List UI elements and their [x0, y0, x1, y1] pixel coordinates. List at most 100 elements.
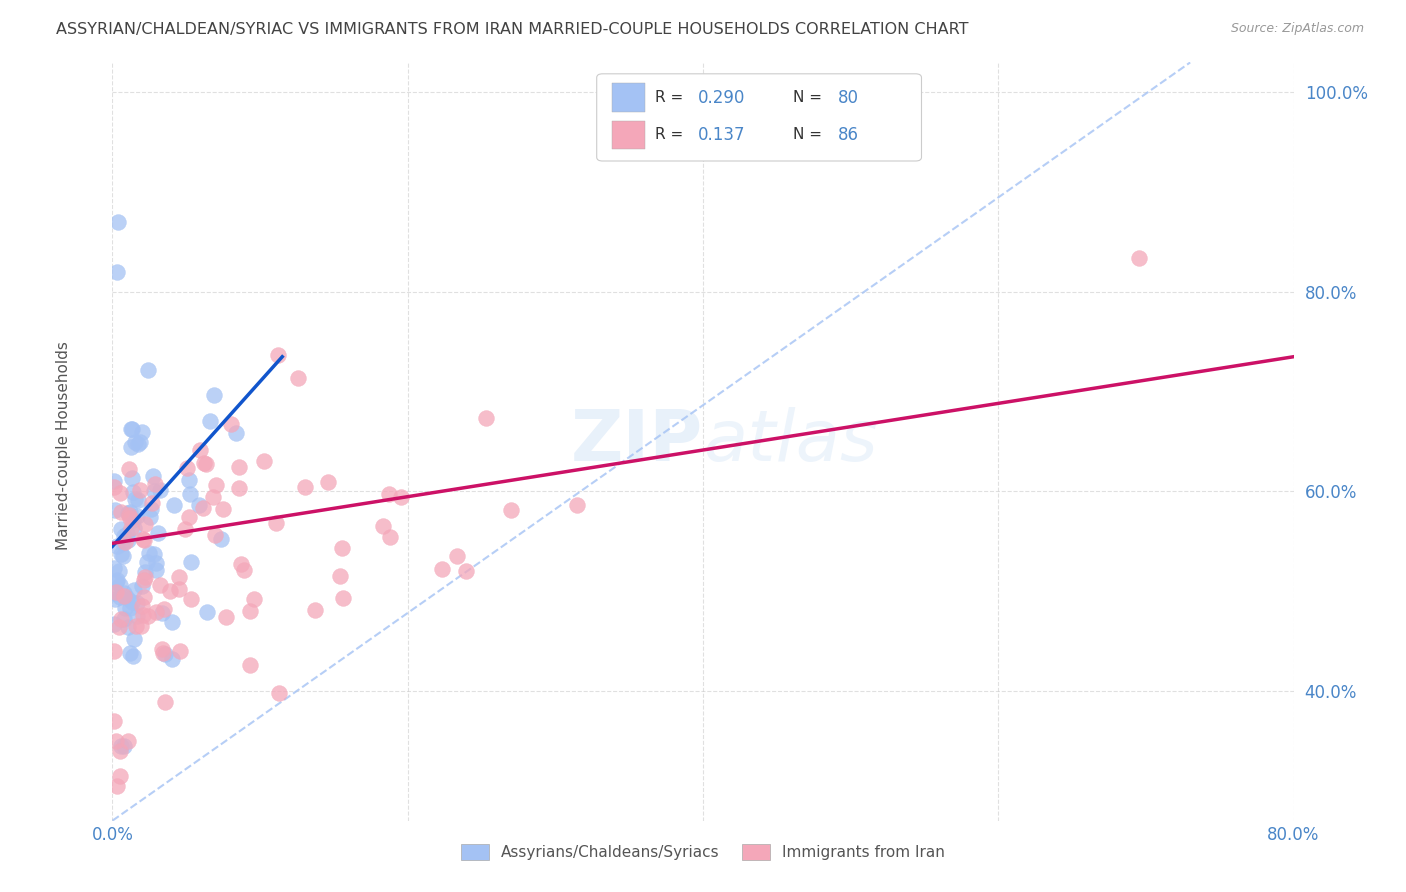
Point	[127, 493, 149, 508]
Point	[110, 522, 132, 536]
Point	[499, 503, 522, 517]
Text: 0.290: 0.290	[699, 88, 745, 106]
Point	[138, 546, 160, 560]
Point	[105, 585, 128, 599]
Point	[136, 555, 159, 569]
Point	[173, 522, 195, 536]
Point	[110, 744, 132, 758]
Point	[105, 540, 128, 554]
Point	[107, 215, 129, 229]
Point	[108, 590, 131, 604]
Point	[201, 491, 224, 505]
Point	[125, 619, 148, 633]
Point	[134, 570, 156, 584]
Point	[139, 509, 162, 524]
Point	[198, 414, 221, 428]
Point	[122, 484, 145, 499]
Text: atlas: atlas	[703, 407, 877, 476]
Point	[162, 652, 184, 666]
Point	[163, 498, 186, 512]
Point	[117, 533, 139, 548]
Point	[143, 477, 166, 491]
Point	[108, 564, 131, 578]
Point	[266, 516, 288, 530]
Point	[125, 509, 148, 524]
Point	[115, 591, 138, 605]
Point	[145, 556, 167, 570]
Point	[153, 602, 176, 616]
Point	[294, 480, 316, 494]
Point	[219, 417, 242, 432]
Point	[120, 521, 142, 535]
Point	[233, 563, 256, 577]
Point	[194, 458, 217, 472]
Point	[131, 425, 153, 439]
Point	[155, 647, 177, 661]
Point	[131, 579, 153, 593]
Point	[134, 516, 156, 531]
Point	[112, 589, 135, 603]
Point	[565, 498, 588, 512]
Legend: Assyrians/Chaldeans/Syriacs, Immigrants from Iran: Assyrians/Chaldeans/Syriacs, Immigrants …	[456, 838, 950, 866]
Point	[110, 547, 132, 561]
Point	[169, 570, 191, 584]
Point	[104, 592, 127, 607]
Point	[117, 733, 139, 747]
Text: Married-couple Households: Married-couple Households	[56, 342, 70, 550]
Point	[316, 475, 339, 490]
Point	[371, 518, 394, 533]
Point	[177, 510, 200, 524]
Point	[134, 566, 156, 580]
Text: R =: R =	[655, 90, 688, 105]
Point	[104, 585, 127, 599]
Point	[103, 479, 125, 493]
Point	[132, 591, 155, 605]
Point	[118, 508, 141, 522]
Point	[111, 536, 134, 550]
Point	[169, 582, 191, 596]
Point	[122, 521, 145, 535]
Point	[108, 486, 131, 500]
Point	[190, 442, 212, 457]
Point	[145, 563, 167, 577]
Text: N =: N =	[793, 128, 827, 143]
Point	[225, 426, 247, 441]
Point	[129, 434, 152, 449]
Point	[143, 547, 166, 561]
Point	[121, 513, 143, 527]
Point	[332, 591, 354, 606]
Point	[228, 459, 250, 474]
Point	[179, 486, 201, 500]
Point	[155, 695, 177, 709]
Point	[209, 532, 232, 546]
Point	[105, 733, 128, 747]
Point	[117, 620, 139, 634]
Point	[149, 483, 172, 497]
Point	[122, 649, 145, 664]
Point	[329, 568, 352, 582]
Point	[103, 714, 125, 728]
Point	[124, 492, 146, 507]
Point	[120, 601, 142, 615]
FancyBboxPatch shape	[612, 120, 645, 149]
Point	[127, 437, 149, 451]
Point	[124, 583, 146, 598]
Point	[112, 739, 135, 753]
Text: 86: 86	[838, 126, 859, 144]
Point	[118, 505, 141, 519]
Point	[204, 528, 226, 542]
Point	[103, 474, 125, 488]
Point	[104, 574, 127, 589]
Point	[378, 487, 401, 501]
Point	[215, 609, 238, 624]
Point	[141, 502, 163, 516]
Point	[117, 506, 139, 520]
Point	[432, 562, 454, 576]
FancyBboxPatch shape	[596, 74, 921, 161]
Point	[239, 657, 262, 672]
Point	[1128, 251, 1150, 265]
Point	[146, 526, 169, 541]
Point	[150, 606, 173, 620]
Point	[304, 603, 326, 617]
Point	[110, 505, 132, 519]
